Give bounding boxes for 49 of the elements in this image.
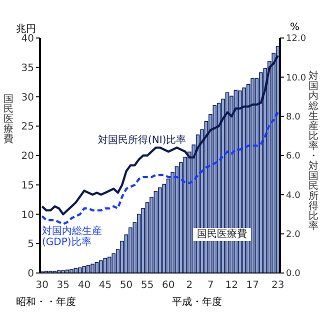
text: % (290, 22, 300, 33)
bar (82, 266, 86, 273)
x-tick-label: 60 (162, 280, 175, 292)
bar (158, 187, 162, 273)
y-tick-label: 0 (28, 268, 34, 280)
bar (154, 190, 158, 273)
text: 兆円 (16, 22, 36, 35)
y-tick-label: 40 (21, 34, 34, 45)
y-tick-label: 5 (28, 239, 34, 250)
y-tick-label: 15 (21, 180, 34, 192)
bar (90, 264, 94, 273)
y2-tick-label: 2.0 (286, 230, 301, 240)
x-tick-label: 55 (141, 280, 154, 292)
y-axis-title: 国民医療費 (3, 94, 14, 145)
bar (107, 256, 112, 273)
x-tick-label: 23 (272, 280, 284, 292)
x-tick-label: 50 (120, 280, 133, 292)
series-label: 国民医療費 (193, 228, 251, 241)
y-tick-label: 25 (21, 122, 34, 133)
x-tick-label: 35 (56, 280, 70, 292)
text: 平成・年度 (172, 296, 222, 309)
x-tick-label: 30 (36, 280, 48, 292)
x-tick-label: 45 (98, 280, 112, 292)
y-tick-label: 10 (21, 210, 34, 221)
x-tick-label: 12 (225, 280, 238, 292)
series-label: 対国民所得(NI)比率 (98, 135, 186, 146)
bar (112, 253, 116, 273)
x-axis-title: 昭和・・年度 (16, 296, 76, 309)
y-tick-label: 30 (21, 92, 34, 104)
bar (94, 262, 99, 273)
y2-tick-label: 8.0 (286, 112, 301, 123)
y-tick-label: 35 (21, 62, 34, 74)
bar (99, 260, 103, 273)
line-series (41, 111, 279, 226)
y2-tick-label: 10.0 (286, 73, 306, 84)
bar (78, 267, 82, 273)
x-tick-label: 2 (186, 280, 193, 292)
text: 対国内総生産比率・対国民所得比率 (308, 71, 318, 232)
y-tick-label: 20 (21, 151, 34, 162)
x-tick-label: 7 (207, 280, 214, 292)
bar (174, 166, 179, 273)
y2-tick-label: 6.0 (286, 152, 301, 162)
y2-tick-label: 0.0 (286, 269, 301, 280)
y2-tick-label: 12.0 (286, 34, 306, 44)
x-tick-label: 17 (246, 280, 259, 292)
y2-tick-label: 4.0 (286, 190, 301, 201)
bar (70, 269, 74, 273)
series-label: 対国内総生産(GDP)比率 (42, 226, 103, 248)
x-tick-label: 40 (78, 280, 91, 292)
